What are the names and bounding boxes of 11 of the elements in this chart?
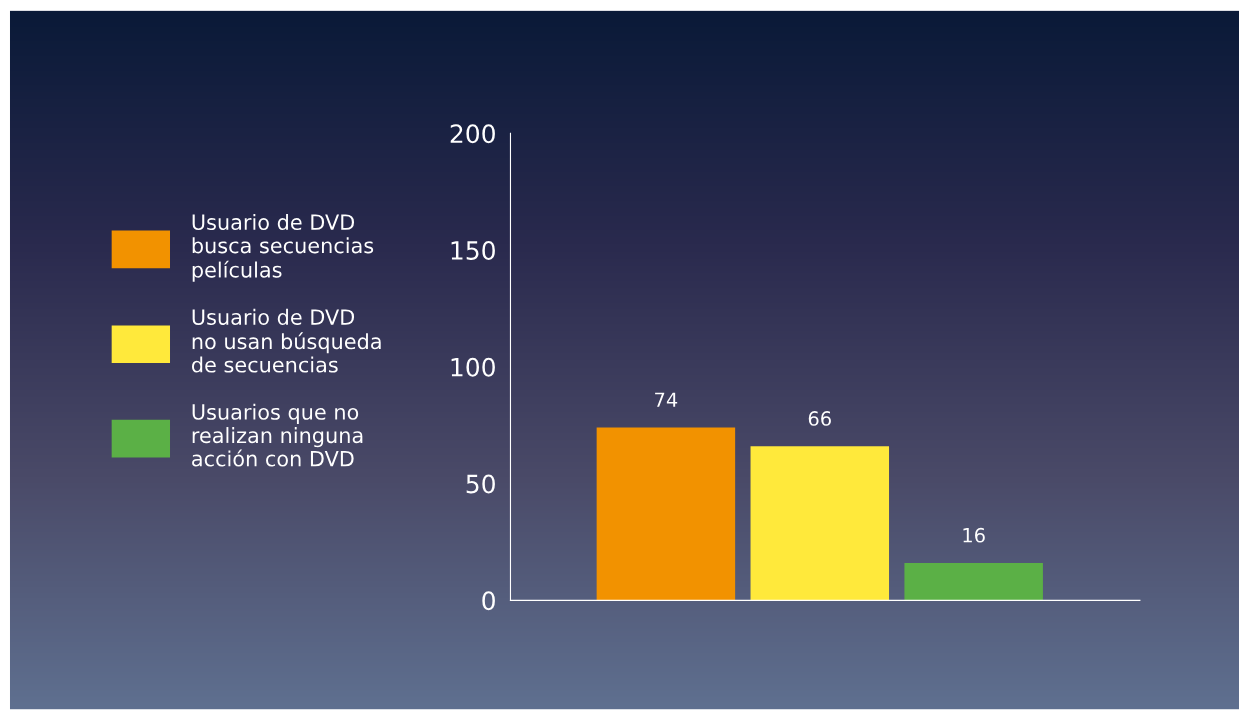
y-tick-label: 0: [482, 591, 495, 611]
legend-label: Usuario de DVD no usan búsqueda de secuencias: [191, 308, 381, 373]
data-label: 66: [808, 411, 831, 426]
data-label: 16: [963, 527, 985, 543]
y-tick-label: 150: [451, 241, 495, 260]
legend-label: Usuario de DVD busca secuencias películas: [192, 213, 374, 282]
y-tick-label: 200: [450, 124, 495, 144]
y-tick-label: 100: [451, 357, 495, 377]
data-label: 74: [655, 392, 678, 407]
legend-label: Usuarios que no realizan ninguna acción con DVD: [192, 403, 363, 467]
y-tick-label: 50: [466, 474, 495, 494]
